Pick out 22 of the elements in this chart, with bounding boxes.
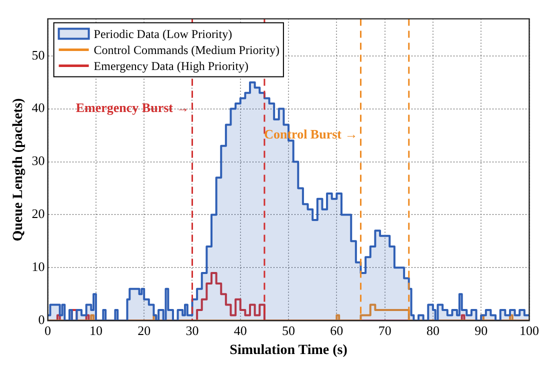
annotation: Emergency Burst → (76, 100, 190, 116)
legend-label: Control Commands (Medium Priority) (94, 42, 280, 57)
x-tick-label: 30 (186, 322, 199, 338)
x-tick-label: 80 (426, 322, 440, 338)
x-tick-label: 10 (89, 322, 102, 338)
x-tick-label: 50 (282, 322, 296, 338)
x-tick-label: 70 (378, 322, 392, 338)
y-tick-label: 20 (32, 206, 45, 222)
y-tick-label: 0 (38, 312, 45, 328)
y-tick-label: 10 (32, 259, 45, 274)
legend-label: Periodic Data (Low Priority) (94, 26, 232, 41)
x-axis-title: Simulation Time (s) (230, 343, 348, 358)
legend-label: Emergency Data (High Priority) (94, 58, 249, 73)
x-tick-label: 20 (138, 322, 151, 338)
x-tick-label: 100 (520, 322, 539, 338)
y-axis-title: Queue Length (packets) (11, 98, 26, 242)
x-tick-label: 40 (234, 322, 247, 338)
y-tick-label: 30 (32, 153, 45, 168)
x-tick-label: 60 (330, 322, 344, 338)
x-tick-label: 90 (474, 322, 488, 338)
y-tick-label: 50 (32, 47, 45, 62)
y-tick-label: 40 (32, 100, 45, 116)
